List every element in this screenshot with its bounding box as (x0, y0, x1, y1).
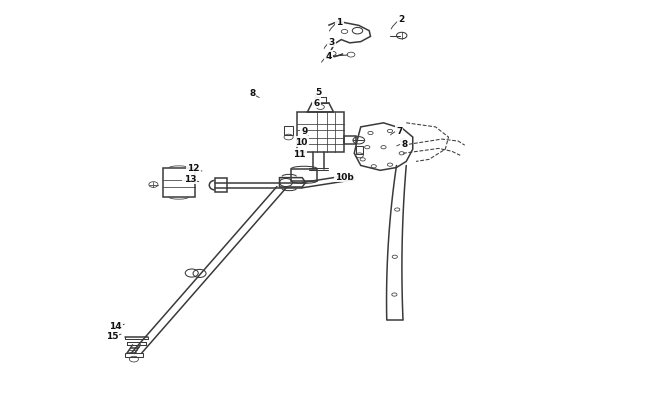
Text: 4: 4 (325, 52, 332, 61)
Text: 6: 6 (313, 99, 320, 108)
Text: 3: 3 (328, 38, 335, 47)
Text: 10: 10 (295, 138, 308, 147)
Text: 14: 14 (109, 321, 122, 330)
Text: 5: 5 (315, 88, 322, 97)
Text: 15: 15 (105, 331, 118, 340)
Text: 2: 2 (398, 15, 405, 24)
Text: 13: 13 (183, 175, 196, 183)
Text: 10b: 10b (335, 172, 354, 181)
Text: 12: 12 (187, 163, 200, 172)
Text: 9: 9 (301, 127, 307, 136)
Text: 1: 1 (336, 18, 343, 27)
Text: 8: 8 (249, 89, 255, 98)
Text: 7: 7 (396, 127, 402, 136)
Text: 11: 11 (293, 150, 306, 159)
Text: 8: 8 (401, 140, 408, 149)
